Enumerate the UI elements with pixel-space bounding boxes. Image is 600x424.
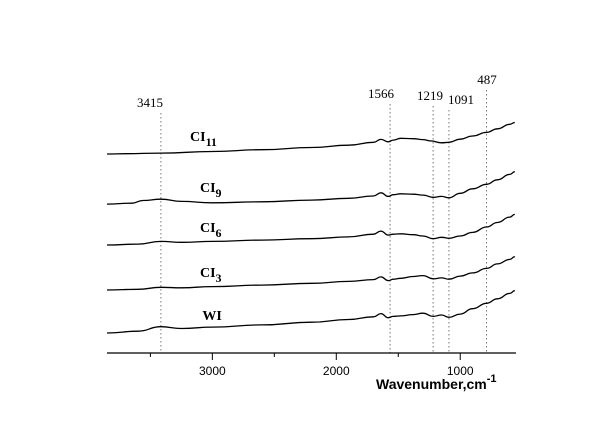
spectrum-line — [106, 256, 515, 291]
peak-label: 1566 — [368, 86, 395, 101]
spectra — [106, 121, 515, 334]
series-label: CI6 — [200, 221, 222, 240]
peak-label: 1219 — [417, 88, 443, 103]
series-label: CI3 — [200, 266, 222, 285]
spectrum-line — [106, 213, 515, 246]
peak-label: 3415 — [137, 95, 163, 110]
series-label: CI9 — [200, 181, 222, 200]
x-tick-label: 2000 — [323, 364, 350, 378]
x-axis: 3000 2000 1000 — [107, 352, 516, 378]
x-tick-label: 1000 — [447, 364, 474, 378]
peak-label: 487 — [477, 72, 497, 87]
peak-label: 1091 — [448, 92, 474, 107]
series-label: CI11 — [190, 130, 217, 149]
series-labels: CI11 CI9 CI6 CI3 WI — [190, 130, 222, 324]
x-tick-label: 3000 — [199, 364, 226, 378]
x-axis-label: Wavenumber,cm-1 — [376, 373, 497, 392]
spectrum-line — [106, 171, 515, 205]
spectrum-line — [106, 121, 515, 155]
series-label: WI — [202, 309, 221, 324]
spectrum-line — [106, 290, 515, 334]
